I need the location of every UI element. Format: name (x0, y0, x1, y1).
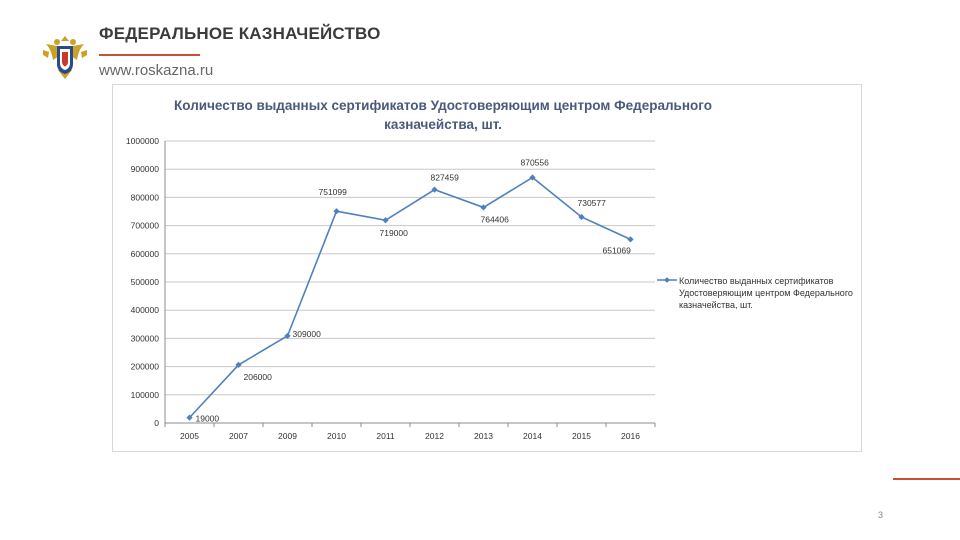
x-tick-label: 2007 (229, 431, 248, 441)
line-chart: 0 100000 200000 300000 400000 500000 600000 700… (126, 136, 656, 441)
y-tick-label: 600000 (131, 249, 160, 259)
chart-gridlines (165, 140, 655, 424)
data-label: 827459 (431, 173, 460, 183)
data-label: 206000 (244, 372, 273, 382)
series-line (188, 176, 631, 419)
data-label: 751099 (319, 187, 348, 197)
x-tick-label: 2005 (180, 431, 199, 441)
page-number: 3 (878, 510, 884, 520)
data-label: 764406 (481, 214, 510, 224)
y-tick-label: 900000 (131, 164, 160, 174)
x-tick-label: 2013 (474, 431, 493, 441)
data-label: 719000 (380, 228, 409, 238)
organization-url: www.roskazna.ru (99, 62, 214, 79)
x-tick-label: 2016 (621, 431, 640, 441)
legend-line-marker-icon (657, 277, 677, 283)
y-tick-label: 200000 (131, 362, 160, 372)
header-accent-rule (99, 54, 200, 56)
footer-accent-rule (893, 478, 960, 480)
data-label: 870556 (521, 158, 550, 168)
chart-data-labels: 19000 206000 309000 751099 719000 827459 76440… (196, 158, 632, 424)
data-label: 730577 (578, 198, 607, 208)
chart-title: Количество выданных сертификатов Удостов… (174, 98, 712, 132)
y-tick-label: 100000 (131, 390, 160, 400)
y-tick-label: 800000 (131, 192, 160, 202)
y-tick-label: 500000 (131, 277, 160, 287)
data-label: 19000 (196, 414, 220, 424)
data-label: 309000 (293, 329, 322, 339)
data-point-marker (333, 208, 340, 215)
x-tick-label: 2015 (572, 431, 591, 441)
data-point-marker (431, 186, 438, 193)
x-tick-label: 2010 (327, 431, 346, 441)
organization-name: ФЕДЕРАЛЬНОЕ КАЗНАЧЕЙСТВО (99, 24, 381, 43)
double-headed-eagle-emblem-icon (43, 36, 87, 79)
y-tick-label: 700000 (131, 221, 160, 231)
data-point-marker (284, 332, 291, 339)
x-tick-label: 2011 (376, 431, 395, 441)
data-point-marker (627, 236, 634, 243)
x-tick-label: 2014 (523, 431, 542, 441)
y-tick-label: 0 (154, 418, 159, 428)
x-tick-label: 2012 (425, 431, 444, 441)
data-label: 651069 (603, 245, 632, 255)
y-tick-label: 1000000 (126, 136, 159, 146)
legend-entry-label: Количество выданных сертификатов Удостов… (679, 276, 853, 310)
chart-series (186, 174, 634, 421)
x-tick-label: 2009 (278, 431, 297, 441)
y-tick-label: 300000 (131, 333, 160, 343)
slide-header: ФЕДЕРАЛЬНОЕ КАЗНАЧЕЙСТВО www.roskazna.ru (0, 0, 960, 90)
chart-axes: 0 100000 200000 300000 400000 500000 600000 700… (126, 136, 656, 441)
y-tick-label: 400000 (131, 305, 160, 315)
chart-frame: 0 100000 200000 300000 400000 500000 600000 700… (112, 84, 862, 452)
